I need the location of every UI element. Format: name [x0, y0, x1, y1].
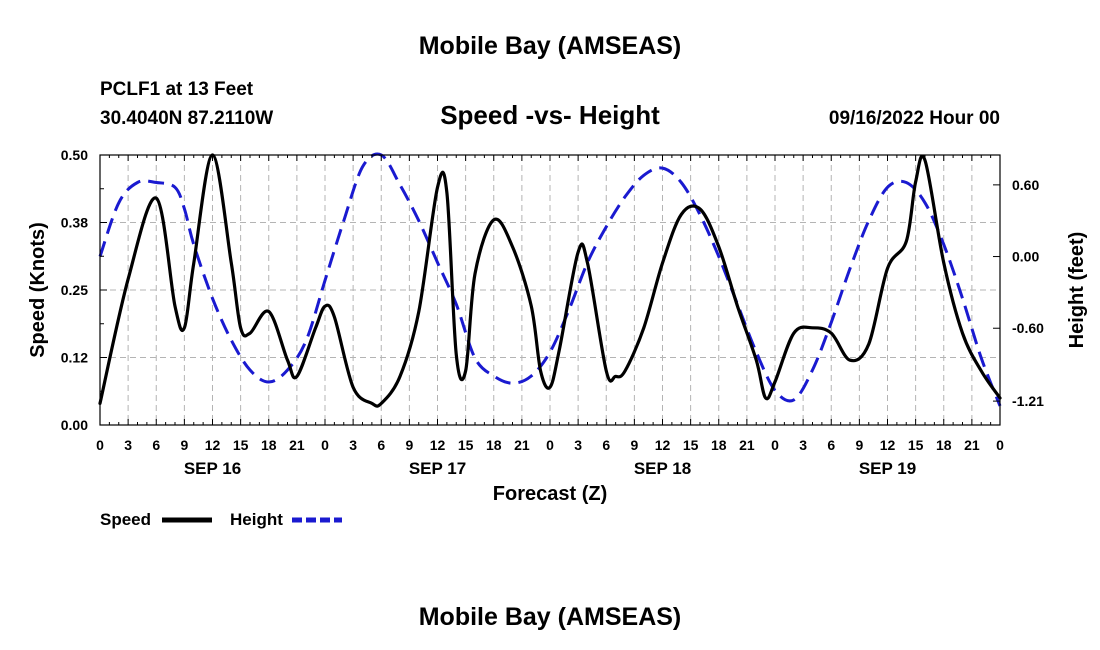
legend: Speed Height [100, 510, 342, 529]
y-tick-label: 0.38 [61, 215, 88, 231]
x-tick-label: 21 [289, 437, 305, 453]
x-tick-label: 9 [405, 437, 413, 453]
series-layer [98, 152, 1002, 408]
x-tick-label: 12 [655, 437, 671, 453]
day-label: SEP 18 [634, 459, 691, 478]
x-tick-label: 15 [908, 437, 924, 453]
y-tick-label: 0.12 [61, 350, 88, 366]
day-label: SEP 17 [409, 459, 466, 478]
x-tick-label: 12 [430, 437, 446, 453]
x-tick-label: 6 [602, 437, 610, 453]
chart-title: Speed -vs- Height [440, 100, 660, 130]
x-tick-label: 15 [233, 437, 249, 453]
x-tick-label: 12 [205, 437, 221, 453]
x-axis-label: Forecast (Z) [493, 483, 607, 505]
x-tick-label: 18 [711, 437, 727, 453]
x-tick-label: 3 [574, 437, 582, 453]
y2-axis-label: Height (feet) [1066, 232, 1088, 349]
y2-tick-label: 0.00 [1012, 249, 1039, 265]
x-tick-label: 6 [377, 437, 385, 453]
x-tick-label: 0 [771, 437, 779, 453]
y-tick-label: 0.25 [61, 282, 88, 298]
x-tick-label: 15 [683, 437, 699, 453]
x-tick-label: 21 [514, 437, 530, 453]
x-tick-label: 18 [486, 437, 502, 453]
grid [100, 155, 1000, 425]
y-tick-label: 0.50 [61, 147, 88, 163]
x-tick-label: 0 [96, 437, 104, 453]
y2-tick-label: -0.60 [1012, 320, 1044, 336]
day-label: SEP 19 [859, 459, 916, 478]
y-axis-label: Speed (Knots) [27, 222, 49, 358]
series-line-speed [98, 153, 1002, 408]
x-tick-label: 21 [739, 437, 755, 453]
x-tick-label: 21 [964, 437, 980, 453]
forecast-datetime: 09/16/2022 Hour 00 [829, 108, 1000, 129]
axis-ticks: 0 3 6 9 12 15 18 21 0 3 6 9 12 15 18 21 0 3 6 9 12 15 18 21 0 3 6 9… [61, 147, 1044, 478]
x-tick-label: 9 [180, 437, 188, 453]
legend-speed-label: Speed [100, 510, 151, 529]
x-tick-label: 9 [855, 437, 863, 453]
x-tick-label: 6 [827, 437, 835, 453]
x-tick-label: 0 [996, 437, 1004, 453]
x-tick-label: 3 [799, 437, 807, 453]
day-label: SEP 16 [184, 459, 241, 478]
x-tick-label: 12 [880, 437, 896, 453]
x-tick-label: 18 [936, 437, 952, 453]
y2-tick-label: -1.21 [1012, 393, 1044, 409]
x-tick-label: 0 [321, 437, 329, 453]
x-tick-label: 3 [349, 437, 357, 453]
legend-height-label: Height [230, 510, 283, 529]
x-tick-label: 6 [152, 437, 160, 453]
station-label: PCLF1 at 13 Feet [100, 79, 254, 100]
coordinates-label: 30.4040N 87.2110W [100, 108, 273, 129]
x-tick-label: 0 [546, 437, 554, 453]
footer-title: Mobile Bay (AMSEAS) [419, 603, 682, 631]
x-tick-label: 15 [458, 437, 474, 453]
x-tick-label: 3 [124, 437, 132, 453]
y2-tick-label: 0.60 [1012, 177, 1039, 193]
x-tick-label: 9 [630, 437, 638, 453]
y-tick-label: 0.00 [61, 417, 88, 433]
x-tick-label: 18 [261, 437, 277, 453]
page-title: Mobile Bay (AMSEAS) [419, 32, 682, 60]
